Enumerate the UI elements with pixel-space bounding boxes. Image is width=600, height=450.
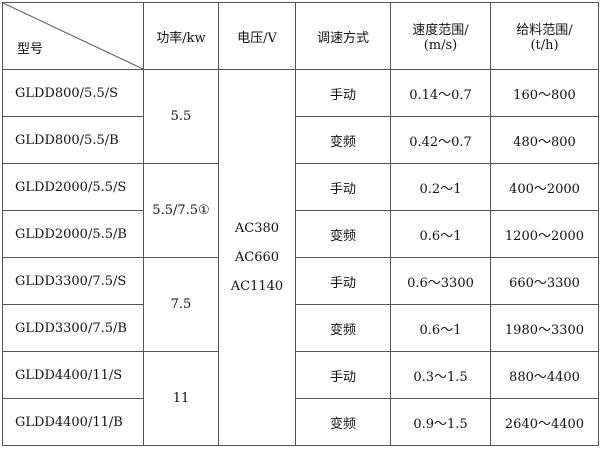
feed-cell: 660～3300 <box>490 257 599 305</box>
speed-range-unit: (m/s) <box>423 38 458 53</box>
mode-cell: 手动 <box>295 163 391 211</box>
table-row: GLDD3300/7.5/S 7.5 手动 0.6～3300 660～3300 <box>2 257 599 352</box>
model-cell: GLDD3300/7.5/S <box>2 257 144 305</box>
header-row: 型号 功率/kw 电压/V 调速方式 速度范围/(m/s) 给料范围/(t/h) <box>2 2 599 70</box>
speed-range-label: 速度范围/ <box>412 23 469 38</box>
mode-cell: 变频 <box>295 116 391 164</box>
feed-range-unit: (t/h) <box>530 38 559 53</box>
table-row: GLDD800/5.5/B 变频 0.42～0.7 480～800 <box>2 116 599 164</box>
model-cell: GLDD2000/5.5/S <box>2 163 144 211</box>
feed-cell: 2640～4400 <box>490 398 599 446</box>
header-voltage: 电压/V <box>218 2 296 70</box>
header-power: 功率/kw <box>143 2 219 70</box>
voltage-value: AC1140 <box>230 279 284 294</box>
mode-cell: 手动 <box>295 69 391 117</box>
model-cell: GLDD3300/7.5/B <box>2 304 144 352</box>
model-cell: GLDD800/5.5/S <box>2 69 144 117</box>
speed-cell: 0.6～1 <box>390 210 491 258</box>
table-row: GLDD4400/11/B 变频 0.9～1.5 2640～4400 <box>2 398 599 446</box>
feed-cell: 1980～3300 <box>490 304 599 352</box>
feed-cell: 1200～2000 <box>490 210 599 258</box>
voltage-value: AC660 <box>234 250 280 265</box>
speed-cell: 0.6～3300 <box>390 257 491 305</box>
table-row: GLDD2000/5.5/B 变频 0.6～1 1200～2000 <box>2 210 599 258</box>
table-row: GLDD3300/7.5/B 变频 0.6～1 1980～3300 <box>2 304 599 352</box>
header-feed-range: 给料范围/(t/h) <box>490 2 599 70</box>
model-header-label: 型号 <box>17 42 44 57</box>
feed-cell: 160～800 <box>490 69 599 117</box>
model-cell: GLDD2000/5.5/B <box>2 210 144 258</box>
power-cell: 5.5/7.5① <box>143 163 219 258</box>
speed-cell: 0.42～0.7 <box>390 116 491 164</box>
mode-cell: 手动 <box>295 257 391 305</box>
feed-cell: 400～2000 <box>490 163 599 211</box>
mode-cell: 变频 <box>295 398 391 446</box>
header-model: 型号 <box>2 2 144 70</box>
voltage-value: AC380 <box>234 221 280 236</box>
speed-cell: 0.6～1 <box>390 304 491 352</box>
header-speed-range: 速度范围/(m/s) <box>390 2 491 70</box>
power-cell: 7.5 <box>143 257 219 352</box>
feed-cell: 480～800 <box>490 116 599 164</box>
model-cell: GLDD4400/11/B <box>2 398 144 446</box>
feed-range-label: 给料范围/ <box>516 23 573 38</box>
model-cell: GLDD4400/11/S <box>2 351 144 399</box>
table-row: GLDD800/5.5/S 5.5 AC380 AC660 AC1140 手动 … <box>2 69 599 446</box>
voltage-cell: AC380 AC660 AC1140 <box>218 69 296 446</box>
power-cell: 5.5 <box>143 69 219 164</box>
speed-cell: 0.14～0.7 <box>390 69 491 117</box>
table-row: GLDD2000/5.5/S 5.5/7.5① 手动 0.2～1 400～200… <box>2 163 599 258</box>
power-cell: 11 <box>143 351 219 446</box>
table-row: GLDD4400/11/S 11 手动 0.3～1.5 880～4400 <box>2 351 599 446</box>
speed-cell: 0.3～1.5 <box>390 351 491 399</box>
header-speed-mode: 调速方式 <box>295 2 391 70</box>
mode-cell: 变频 <box>295 210 391 258</box>
speed-cell: 0.2～1 <box>390 163 491 211</box>
mode-cell: 手动 <box>295 351 391 399</box>
mode-cell: 变频 <box>295 304 391 352</box>
speed-cell: 0.9～1.5 <box>390 398 491 446</box>
feed-cell: 880～4400 <box>490 351 599 399</box>
model-cell: GLDD800/5.5/B <box>2 116 144 164</box>
